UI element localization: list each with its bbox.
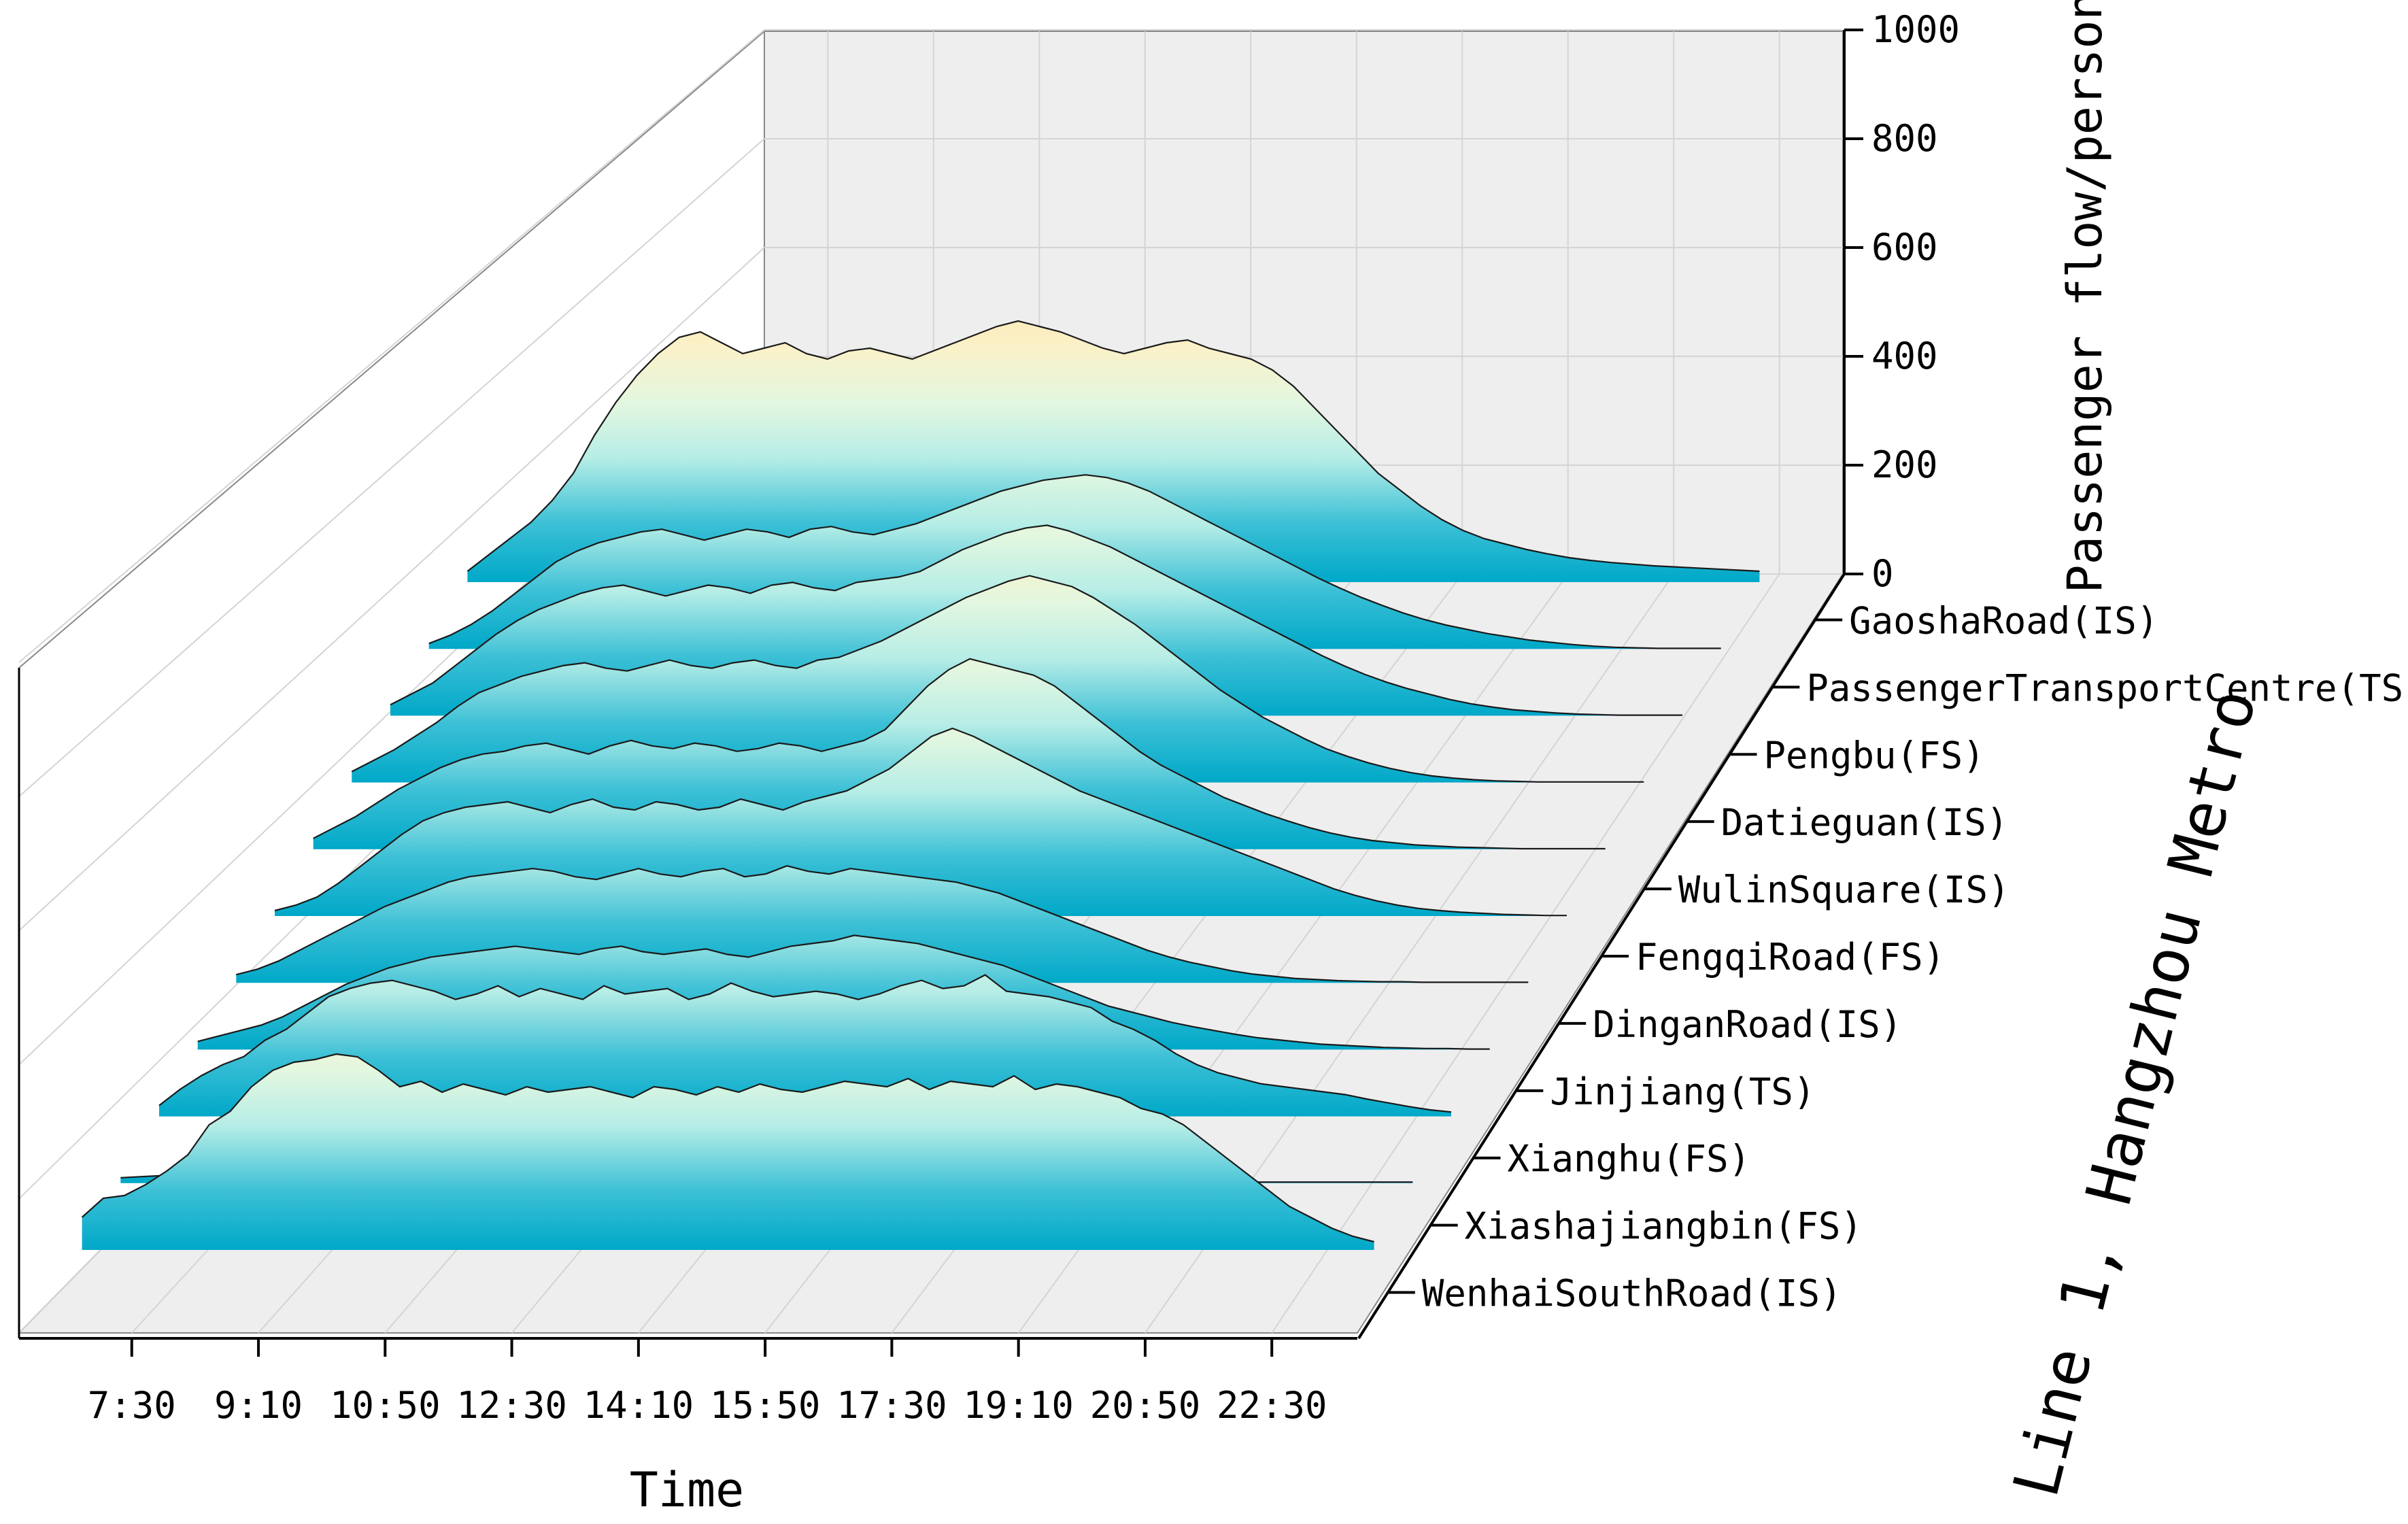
ridge-line-9 xyxy=(428,474,1721,649)
x-tick-label-7: 19:10 xyxy=(963,1384,1074,1427)
z-axis-title: Passenger flow/person xyxy=(2057,0,2113,594)
series-axis-title: Line 1, Hangzhou Metro xyxy=(1999,682,2271,1504)
z-tick-label-4: 800 xyxy=(1871,117,1938,160)
ridge-line-0 xyxy=(81,1053,1374,1243)
series-tick-label-3: Jinjiang(TS) xyxy=(1550,1070,1815,1113)
series-tick-label-4: DinganRoad(IS) xyxy=(1593,1003,1902,1046)
series-tick-label-6: WulinSquare(IS) xyxy=(1678,868,2010,911)
z-tick-label-2: 400 xyxy=(1871,335,1938,377)
ridge-area-0 xyxy=(82,1054,1374,1250)
ridge-line-5 xyxy=(274,727,1567,917)
x-tick-label-0: 7:30 xyxy=(88,1384,176,1427)
x-ticks: 7:30 9:10 10:50 12:30 14:10 15:50 17:30 19:10 20… xyxy=(88,1338,1327,1427)
series-tick-label-10: GaoshaRoad(IS) xyxy=(1849,599,2158,642)
ridge-line-2 xyxy=(158,974,1452,1113)
series-tick-label-7: Datieguan(IS) xyxy=(1721,801,2009,844)
x-axis-title: Time xyxy=(630,1462,745,1518)
series-tick-label-1: Xiashajiangbin(FS) xyxy=(1465,1205,1863,1248)
series-tick-label-2: Xianghu(FS) xyxy=(1508,1138,1751,1181)
ridge-line-6 xyxy=(313,658,1606,850)
series-ticks: WenhaiSouthRoad(IS) Xiashajiangbin(FS) Xia… xyxy=(1387,599,2408,1315)
ridge-area-2 xyxy=(159,975,1451,1117)
series-tick-label-0: WenhaiSouthRoad(IS) xyxy=(1422,1272,1842,1315)
ridge-line-4 xyxy=(236,865,1529,983)
series-tick-label-5: FengqiRoad(FS) xyxy=(1635,936,1945,979)
z-ticks: 0 200 400 600 800 1000 xyxy=(1844,8,1960,595)
ridge-line-10 xyxy=(467,320,1760,573)
ridge-line-7 xyxy=(351,575,1644,783)
x-tick-label-6: 17:30 xyxy=(836,1384,947,1427)
z-tick-label-1: 200 xyxy=(1871,443,1938,486)
ridge-line-3 xyxy=(197,934,1490,1050)
ridge-area-5 xyxy=(275,728,1567,916)
ridge-line-8 xyxy=(390,524,1682,716)
series-tick-label-8: Pengbu(FS) xyxy=(1763,734,1984,777)
z-tick-label-5: 1000 xyxy=(1871,8,1960,51)
x-tick-label-1: 9:10 xyxy=(214,1384,303,1427)
ridge-10 xyxy=(467,320,1760,582)
x-tick-label-9: 22:30 xyxy=(1217,1384,1327,1427)
ridge-2 xyxy=(158,974,1452,1117)
ridgelines xyxy=(81,320,1760,1250)
x-tick-label-8: 20:50 xyxy=(1090,1384,1201,1427)
ridge-5 xyxy=(274,727,1567,917)
series-tick-label-9: PassengerTransportCentre(TS) xyxy=(1806,666,2408,709)
ridge-0 xyxy=(81,1053,1374,1250)
z-tick-label-3: 600 xyxy=(1871,226,1938,269)
x-tick-label-4: 14:10 xyxy=(583,1384,694,1427)
x-tick-label-5: 15:50 xyxy=(710,1384,821,1427)
x-tick-label-2: 10:50 xyxy=(330,1384,441,1427)
x-tick-label-3: 12:30 xyxy=(456,1384,567,1427)
z-tick-label-0: 0 xyxy=(1871,552,1894,595)
